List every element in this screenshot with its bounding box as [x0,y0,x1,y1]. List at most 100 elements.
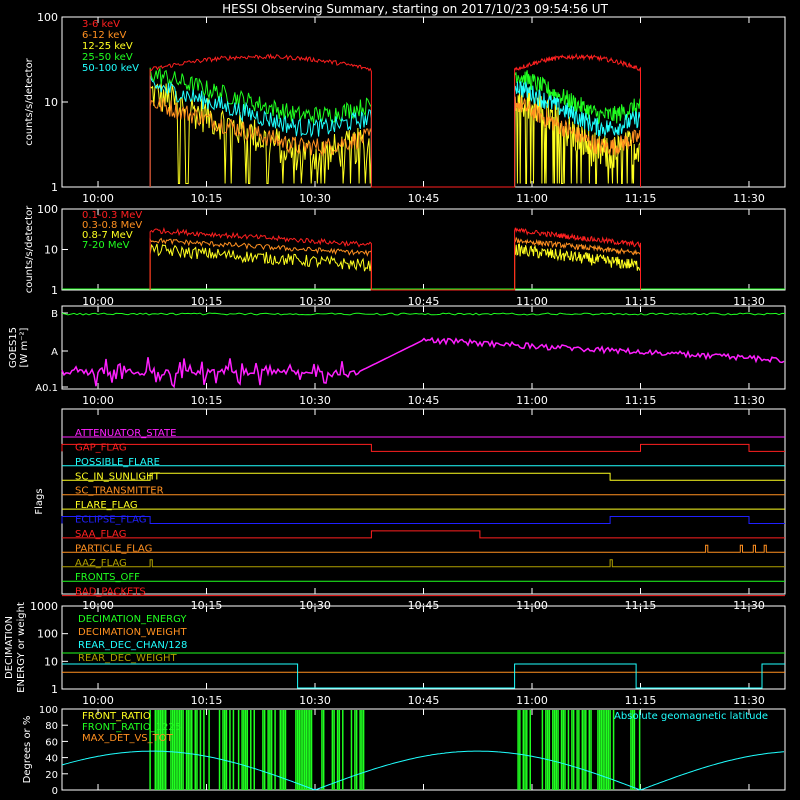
lightcurve-ytick-label: 10 [44,96,58,109]
high-energy-xtick-label: 11:30 [733,295,765,308]
high-energy-ytick-label: 100 [37,203,58,216]
high-energy-series-0 [149,226,641,291]
lightcurve-legend-entry: 50-100 keV [82,63,139,74]
lightcurve-xtick-label: 10:00 [82,192,114,205]
ratios-ytick-label: 0 [52,786,58,797]
flag-label: SAA_FLAG [75,529,126,540]
ratios-ytick-label: 80 [45,721,58,732]
ratios-ytick-label: 40 [45,754,58,765]
ratios-ylabel: Degrees or % [22,716,33,784]
ratios-ytick-label: 60 [45,737,58,748]
decimation-ylabel-2: ENERGY or weight [16,602,27,693]
high-energy-xtick-label: 10:45 [408,295,440,308]
lightcurve-legend-entry: 12-25 keV [82,41,133,52]
flag-line [62,530,785,539]
goes-series-short [61,336,785,389]
ratios-legend-right: Absolute geomagnetic latitude [614,711,768,722]
high-energy-series-1 [149,236,641,291]
goes-ytick-label: A [51,347,58,358]
flag-label: SC_IN_SUNLIGHT [75,471,161,482]
ratios-legend-entry: FRONT_RATIO_1225 [82,722,181,733]
decimation-ytick-label: 10 [44,655,58,668]
flag-label: BAD_PACKETS [75,587,146,598]
high-energy-ylabel: counts/s/detector [24,205,35,293]
goes-xtick-label: 10:15 [191,394,223,407]
decimation-legend-entry: DECIMATION_WEIGHT [78,627,187,638]
lightcurve-xtick-label: 11:30 [733,192,765,205]
decimation-ytick-label: 1000 [30,600,58,613]
high-energy-xtick-label: 10:15 [191,295,223,308]
goes-xtick-label: 10:30 [299,394,331,407]
high-energy-legend-entry: 7-20 MeV [82,240,130,251]
lightcurve-ylabel: counts/s/detector [24,57,35,145]
goes-xtick-label: 10:00 [82,394,114,407]
decimation-legend-entry: REAR_DEC_WEIGHT [78,653,177,664]
flag-line [62,559,785,568]
decimation-xtick-label: 11:30 [733,694,765,707]
goes-xtick-label: 11:15 [625,394,657,407]
goes-series-long [61,312,786,316]
flag-label: PARTICLE_FLAG [75,543,152,554]
high-energy-xtick-label: 10:30 [299,295,331,308]
chart-title: HESSI Observing Summary, starting on 201… [222,2,608,16]
rear-dec-chan-line [62,663,785,689]
goes-ytick-label: A0.1 [35,383,58,394]
flag-label: FLARE_FLAG [75,500,138,511]
flag-line [62,472,785,481]
high-energy-legend-entry: 0.3-0.8 MeV [82,220,142,231]
decimation-xtick-label: 10:00 [82,694,114,707]
decimation-xtick-label: 10:15 [191,694,223,707]
high-energy-xtick-label: 11:00 [516,295,548,308]
decimation-xtick-label: 10:30 [299,694,331,707]
goes-ylabel: GOES15 [8,327,19,368]
flag-label: FRONTS_OFF [75,572,140,583]
goes-xtick-label: 10:45 [408,394,440,407]
lightcurve-ytick-label: 100 [37,11,58,24]
flag-label: SC_TRANSMITTER [75,486,164,497]
lightcurve-xtick-label: 11:15 [625,192,657,205]
high-energy-xtick-label: 11:15 [625,295,657,308]
geomagnetic-latitude-line [61,750,785,791]
lightcurve-ytick-label: 1 [51,181,58,194]
ratios-ytick-label: 100 [39,705,58,716]
lightcurve-legend-entry: 3-6 keV [82,19,120,30]
flag-label: GAP_FLAG [75,442,127,453]
lightcurve-xtick-label: 10:30 [299,192,331,205]
goes-ylabel-units: [W m⁻²] [19,327,30,367]
lightcurve-xtick-label: 11:00 [516,192,548,205]
decimation-ylabel: DECIMATION [4,616,15,679]
flag-label: AAZ_FLAG [75,558,127,569]
lightcurve-xtick-label: 10:45 [408,192,440,205]
ratios-ytick-label: 20 [45,770,58,781]
decimation-xtick-label: 10:45 [408,694,440,707]
flag-label: POSSIBLE_FLARE [75,457,160,468]
flag-line [61,516,785,524]
decimation-legend-entry: REAR_DEC_CHAN/128 [78,640,187,651]
high-energy-ytick-label: 10 [44,244,58,257]
decimation-xtick-label: 11:00 [516,694,548,707]
high-energy-xtick-label: 10:00 [82,295,114,308]
flag-line [62,544,785,553]
goes-ytick-label: B [51,309,58,320]
high-energy-ytick-label: 1 [51,284,58,297]
lightcurve-xtick-label: 10:15 [191,192,223,205]
goes-xtick-label: 11:30 [733,394,765,407]
flag-line [61,443,785,452]
lightcurve-series-0 [149,52,641,188]
high-energy-legend-entry: 0.1-0.3 MeV [82,210,142,221]
lightcurve-legend-entry: 25-50 keV [82,52,133,63]
lightcurve-legend-entry: 6-12 keV [82,30,126,41]
decimation-xtick-label: 11:15 [625,694,657,707]
flag-label: ATTENUATOR_STATE [75,428,176,439]
high-energy-series-2 [149,243,641,291]
goes-xtick-label: 11:00 [516,394,548,407]
ratios-legend-entry: FRONT_RATIO [82,711,151,722]
flags-ylabel: Flags [34,488,45,514]
flag-label: ECLIPSE_FLAG [75,515,146,526]
decimation-ytick-label: 100 [37,628,58,641]
high-energy-legend-entry: 0.8-7 MeV [82,230,133,241]
ratios-legend-entry: MAX_DET_VS_TOT [82,733,174,744]
decimation-ytick-label: 1 [51,683,58,696]
